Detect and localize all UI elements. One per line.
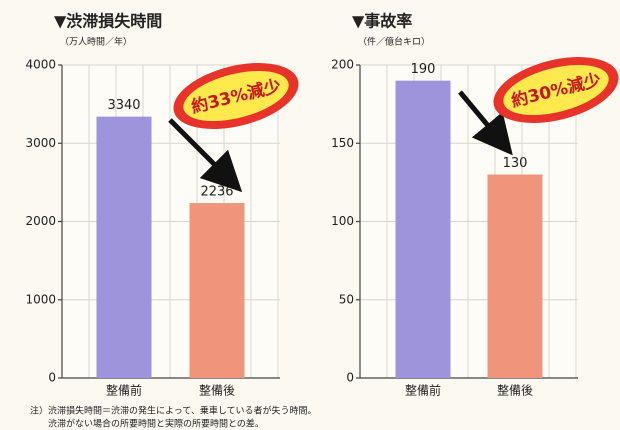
x-tick-label: 整備後 — [497, 383, 533, 398]
y-tick-label: 1000 — [25, 292, 56, 306]
y-tick-label: 0 — [346, 371, 354, 385]
y-tick-label: 100 — [331, 214, 354, 228]
chart-page: 01000200030004000▼渋滞損失時間（万人時間／年）33402236… — [0, 0, 620, 430]
chart-title: ▼渋滞損失時間 — [54, 12, 162, 31]
y-tick-label: 150 — [331, 136, 354, 150]
charts: 01000200030004000▼渋滞損失時間（万人時間／年）33402236… — [25, 12, 578, 398]
y-tick-label: 200 — [331, 58, 354, 72]
footnote: 注）渋滞損失時間＝渋滞の発生によって、乗車している者が失う時間。 — [30, 405, 317, 417]
y-tick-label: 2000 — [25, 214, 56, 228]
data-label: 130 — [503, 156, 528, 171]
data-label: 2236 — [200, 185, 233, 200]
chart-title: ▼事故率 — [352, 12, 412, 31]
bar — [97, 117, 152, 378]
chart-subtitle: （件／億台キロ） — [358, 36, 430, 48]
data-label: 3340 — [107, 98, 140, 113]
footnote: 渋滞がない場合の所要時間と実際の所要時間との差。 — [48, 418, 264, 430]
chart-subtitle: （万人時間／年） — [60, 36, 132, 48]
bar — [396, 81, 451, 378]
data-label: 190 — [411, 62, 436, 77]
x-tick-label: 整備後 — [199, 383, 235, 398]
bar — [488, 175, 543, 378]
y-tick-label: 0 — [48, 371, 56, 385]
y-tick-label: 50 — [339, 292, 354, 306]
x-tick-label: 整備前 — [106, 383, 142, 398]
x-tick-label: 整備前 — [405, 383, 441, 398]
y-tick-label: 3000 — [25, 136, 56, 150]
y-tick-label: 4000 — [25, 58, 56, 72]
bar — [190, 203, 245, 378]
